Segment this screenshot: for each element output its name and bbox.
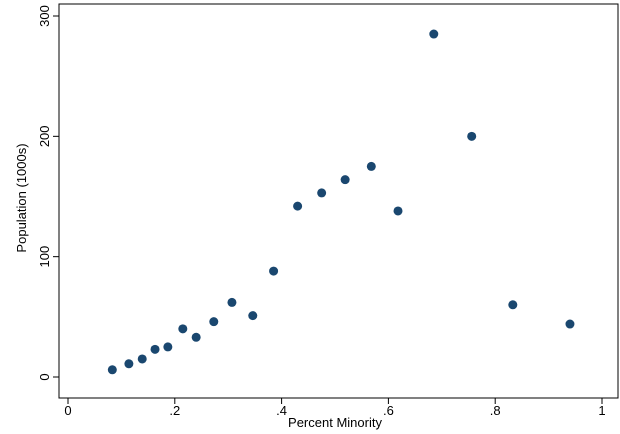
x-tick-label: 1 [598,403,605,418]
y-axis-title: Population (1000s) [14,143,29,252]
data-point [137,354,147,364]
y-tick-label: 100 [37,246,52,268]
x-tick-label: .4 [276,403,287,418]
data-point [293,201,303,211]
data-point [178,324,188,334]
y-tick-label: 0 [37,373,52,380]
data-point [191,332,201,342]
x-axis-title: Percent Minority [288,415,382,430]
x-tick-label: 0 [64,403,71,418]
data-point [467,131,477,141]
data-point [269,266,279,276]
data-point [565,319,575,329]
x-axis: 0 .2 .4 .6 .8 1 [64,398,606,418]
data-point [163,342,173,352]
x-tick-label: .6 [383,403,394,418]
data-point [227,297,237,307]
data-point [209,317,219,327]
plot-area [58,3,619,399]
data-point [107,365,117,375]
y-tick-label: 300 [37,5,52,27]
data-point [317,188,327,198]
data-point [393,206,403,216]
data-point [429,29,439,39]
data-point [248,311,258,321]
x-tick-label: .2 [169,403,180,418]
plot-frame [58,3,619,399]
x-tick-label: .8 [490,403,501,418]
data-point [340,175,350,185]
y-tick-label: 200 [37,125,52,147]
y-axis: 0 100 200 300 [37,5,59,381]
data-points [107,29,575,375]
data-point [150,344,160,354]
data-point [124,359,134,369]
data-point [366,161,376,171]
data-point [508,300,518,310]
